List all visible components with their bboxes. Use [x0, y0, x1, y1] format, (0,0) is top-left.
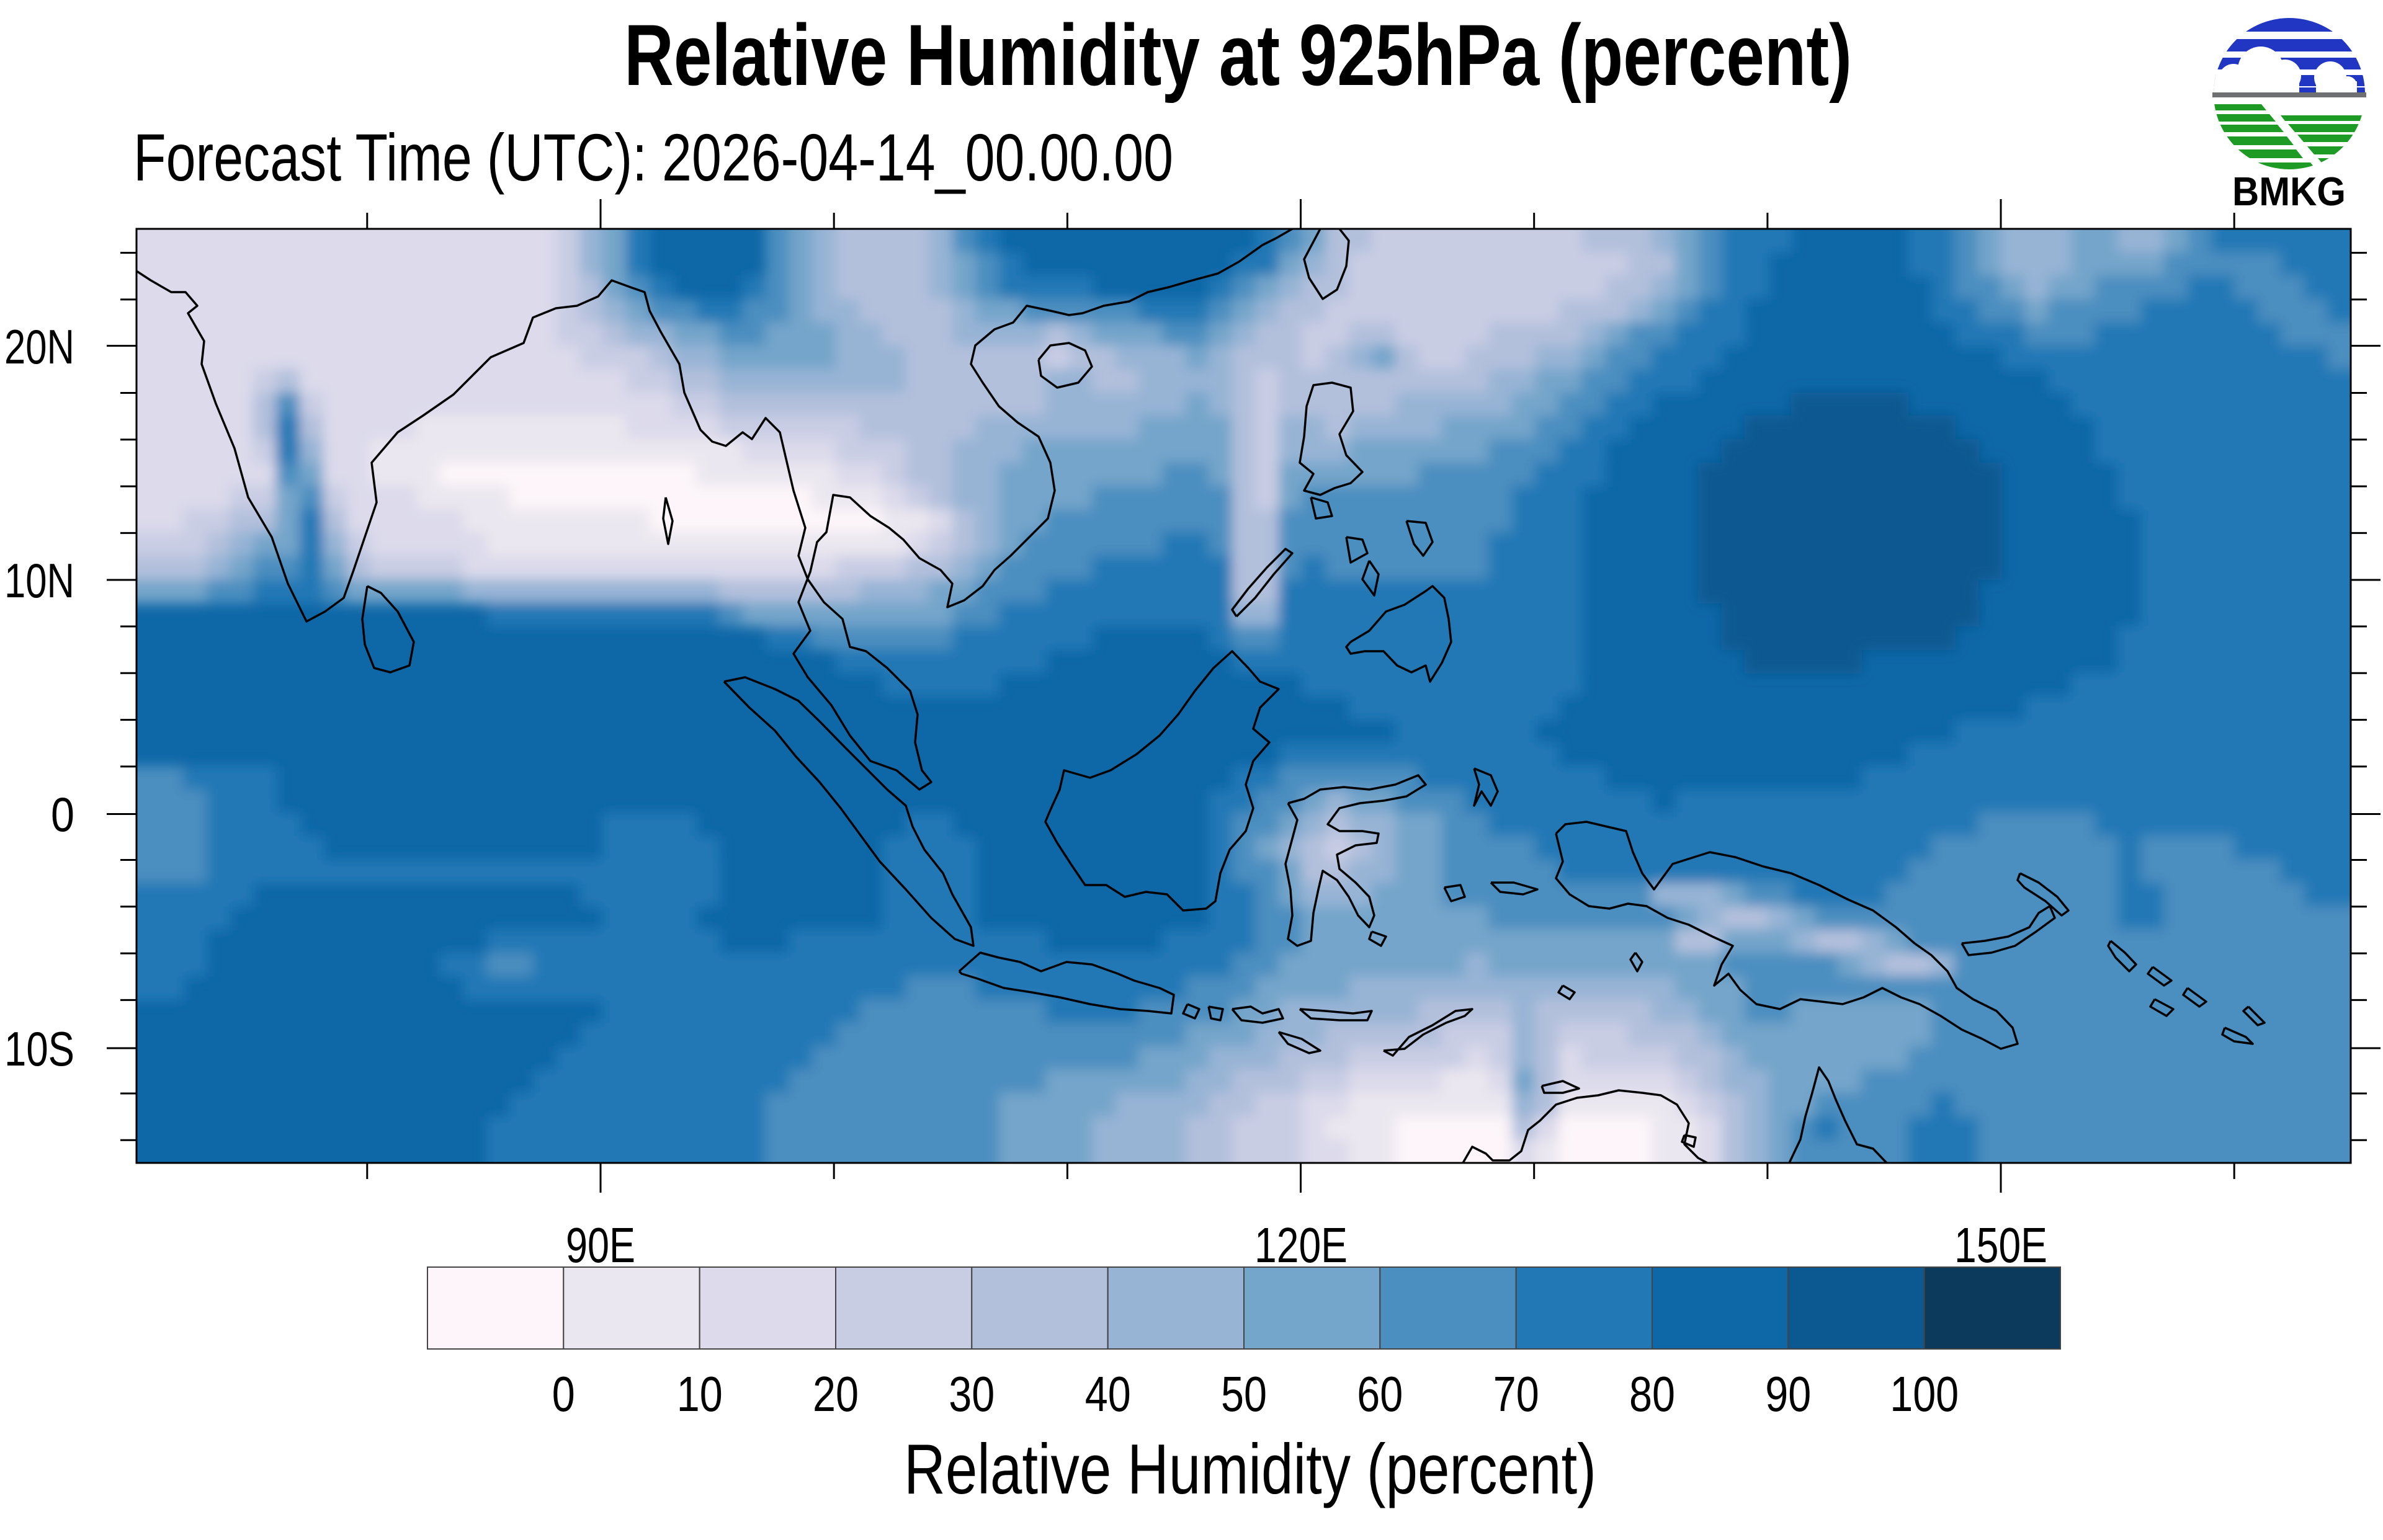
svg-text:40: 40 — [1085, 1366, 1131, 1422]
svg-text:Forecast Time (UTC): 2026-04-1: Forecast Time (UTC): 2026-04-14_00.00.00 — [133, 120, 1173, 195]
svg-text:90E: 90E — [566, 1217, 635, 1273]
svg-text:60: 60 — [1357, 1366, 1403, 1422]
svg-text:150E: 150E — [1954, 1217, 2047, 1273]
svg-text:20: 20 — [813, 1366, 859, 1422]
svg-text:120E: 120E — [1254, 1217, 1348, 1273]
svg-text:80: 80 — [1629, 1366, 1675, 1422]
svg-text:30: 30 — [949, 1366, 995, 1422]
svg-text:BMKG: BMKG — [2232, 169, 2346, 214]
svg-text:100: 100 — [1890, 1366, 1959, 1422]
svg-text:Relative Humidity at 925hPa (p: Relative Humidity at 925hPa (percent) — [624, 6, 1852, 104]
svg-text:0: 0 — [51, 787, 74, 842]
svg-text:10S: 10S — [4, 1021, 74, 1076]
svg-text:90: 90 — [1765, 1366, 1811, 1422]
svg-text:0: 0 — [552, 1366, 575, 1422]
svg-text:Relative Humidity (percent): Relative Humidity (percent) — [904, 1430, 1596, 1509]
svg-text:20N: 20N — [4, 319, 74, 374]
svg-text:10N: 10N — [4, 553, 74, 608]
svg-text:50: 50 — [1221, 1366, 1267, 1422]
svg-text:70: 70 — [1493, 1366, 1539, 1422]
svg-text:10: 10 — [677, 1366, 723, 1422]
